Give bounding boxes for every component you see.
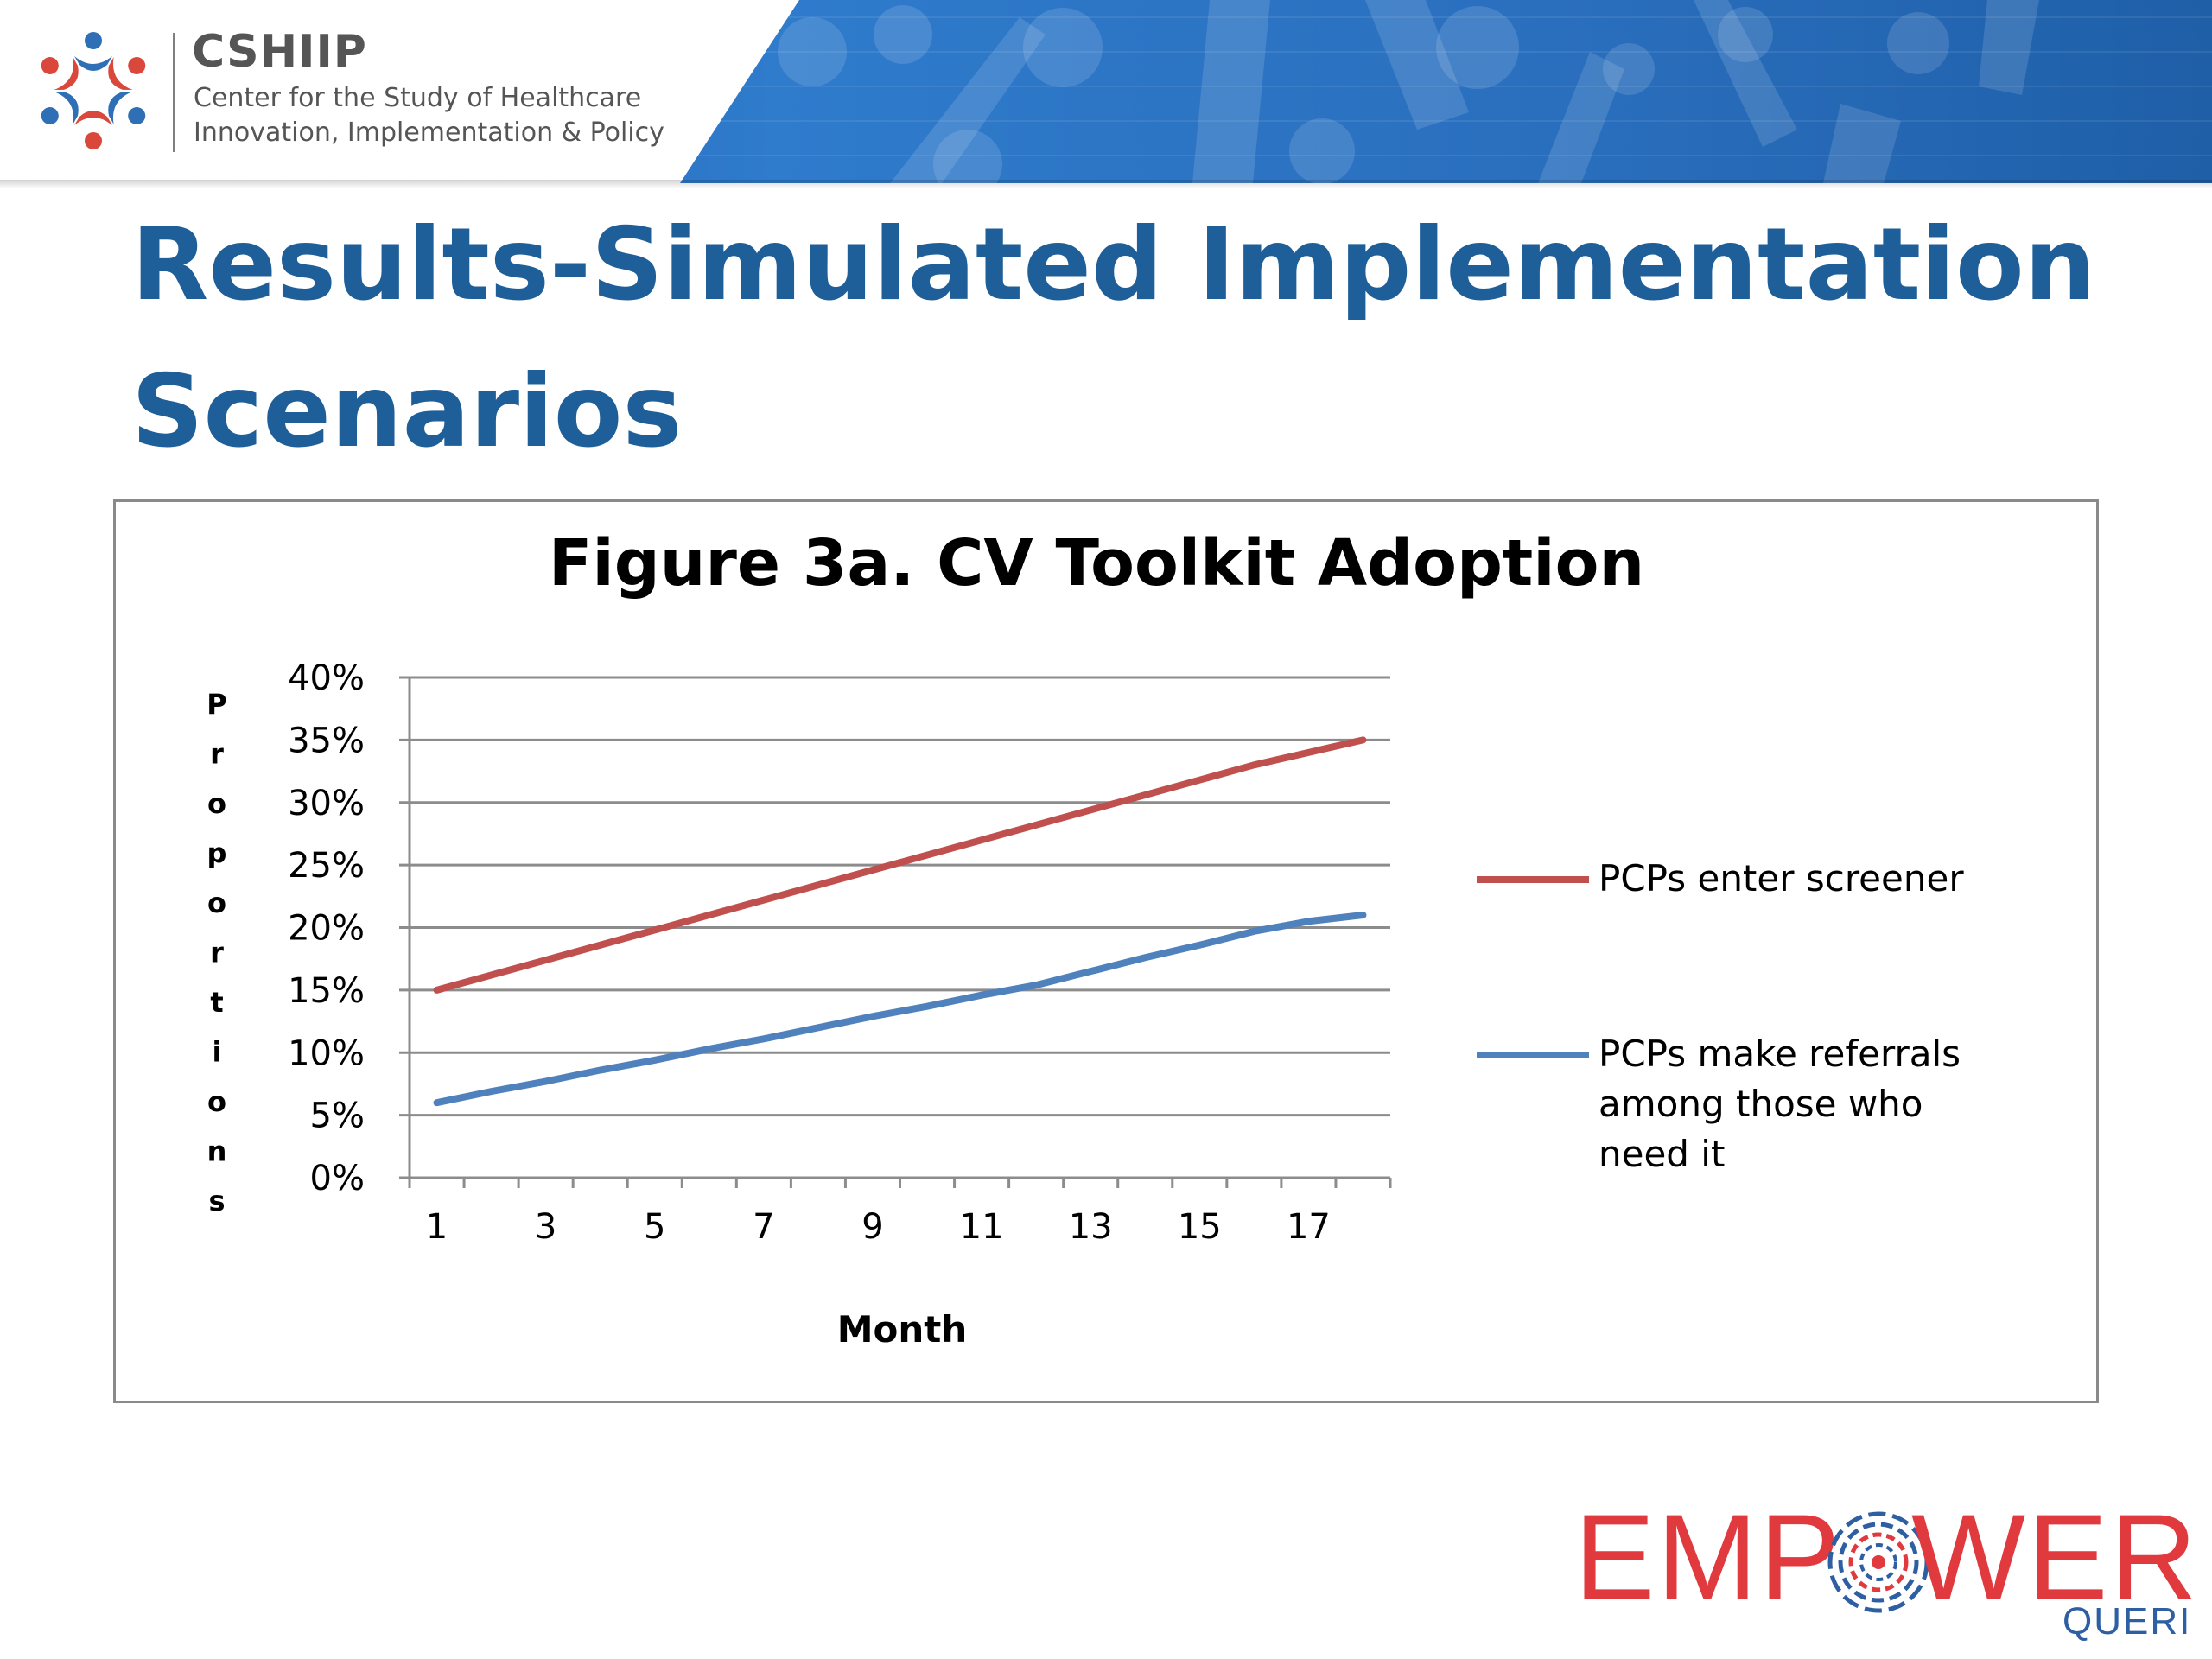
y-axis-label-char: o	[207, 1085, 226, 1118]
header-shadow	[0, 180, 2212, 188]
data-point	[1198, 944, 1200, 946]
y-axis-label-char: i	[213, 1036, 222, 1069]
line-chart: Figure 3a. CV Toolkit Adoption 0%5%10%15…	[207, 526, 1964, 1351]
data-point	[926, 1006, 928, 1007]
data-point	[545, 1081, 547, 1083]
org-name-line1: Center for the Study of Healthcare	[194, 83, 642, 113]
y-axis-label-char: r	[210, 738, 224, 771]
slide-title: Results-Simulated Implementation Scenari…	[131, 207, 2096, 470]
y-tick-label: 40%	[288, 658, 365, 698]
y-axis-label-char: n	[207, 1135, 227, 1168]
x-tick-label: 5	[644, 1207, 665, 1247]
y-axis-label-char: o	[207, 887, 226, 919]
data-point	[817, 884, 819, 886]
data-point	[1307, 752, 1309, 753]
logo-text-left: EMP	[1574, 1489, 1842, 1624]
logo-subtext: QUERI	[2063, 1600, 2192, 1643]
banner-decoration-icon	[691, 0, 2212, 183]
series-line	[433, 912, 1367, 1107]
x-tick-label: 9	[861, 1207, 883, 1247]
data-point	[1090, 970, 1091, 972]
y-axis-label-char: P	[207, 688, 226, 721]
data-point	[545, 959, 547, 961]
data-point	[872, 1015, 874, 1017]
y-axis-label-char: s	[208, 1185, 225, 1217]
data-point	[654, 929, 656, 931]
y-axis-label-char: r	[210, 937, 224, 969]
data-point	[1035, 984, 1037, 986]
legend-label: among those who	[1599, 1083, 1923, 1125]
logo-divider	[173, 33, 175, 152]
empower-queri-logo: EMP WER QUERI	[1574, 1489, 2199, 1643]
data-point	[491, 975, 493, 976]
data-point	[1198, 779, 1200, 781]
cshiip-logo-icon	[41, 32, 146, 149]
chart-title: Figure 3a. CV Toolkit Adoption	[549, 526, 1644, 601]
header-blue-band	[680, 0, 2212, 183]
y-tick-label: 10%	[288, 1033, 365, 1073]
data-point	[1144, 794, 1146, 796]
series-line	[433, 736, 1367, 994]
chart-gridlines	[399, 676, 1390, 1179]
x-tick-label: 15	[1178, 1207, 1222, 1247]
chart-legend: PCPs enter screener PCPs make referrals am…	[1477, 857, 1964, 1175]
x-tick-label: 3	[535, 1207, 556, 1247]
data-point	[872, 869, 874, 871]
x-tick-label: 7	[753, 1207, 774, 1247]
legend-label: PCPs make referrals	[1599, 1033, 1961, 1075]
data-point	[491, 1090, 493, 1092]
org-acronym: CSHIIP	[192, 26, 367, 78]
y-tick-label: 20%	[288, 909, 365, 949]
x-axis-label: Month	[837, 1308, 968, 1351]
y-axis-label-char: p	[207, 837, 227, 870]
data-point	[600, 944, 601, 946]
data-point	[1253, 764, 1255, 766]
chart-axes: 0%5%10%15%20%25%30%35%40%1 3 5 7 9 11 13 15 17	[288, 658, 1392, 1247]
data-point	[1035, 824, 1037, 826]
x-tick-label: 17	[1287, 1207, 1331, 1247]
y-axis-label-char: o	[207, 787, 226, 820]
y-tick-label: 15%	[288, 971, 365, 1011]
legend-label: need it	[1599, 1133, 1725, 1175]
data-point	[763, 899, 765, 901]
data-point	[1144, 957, 1146, 958]
y-tick-label: 5%	[310, 1096, 365, 1136]
y-tick-label: 35%	[288, 721, 365, 760]
header-banner: CSHIIP Center for the Study of Healthcar…	[0, 0, 2212, 183]
y-tick-label: 25%	[288, 846, 365, 886]
data-point	[1307, 920, 1309, 922]
data-point	[817, 1027, 819, 1028]
legend-label: PCPs enter screener	[1599, 857, 1964, 899]
chart-series	[433, 736, 1367, 1107]
data-point	[654, 1059, 656, 1061]
x-tick-label: 1	[426, 1207, 448, 1247]
x-tick-label: 13	[1069, 1207, 1113, 1247]
y-axis-label-char: t	[210, 986, 223, 1019]
y-tick-label: 0%	[310, 1159, 365, 1198]
y-tick-label: 30%	[288, 784, 365, 823]
logo-text-right: WER	[1911, 1489, 2199, 1624]
data-point	[436, 989, 438, 991]
x-tick-label: 11	[960, 1207, 1004, 1247]
chart-container: Figure 3a. CV Toolkit Adoption 0% 5% 10% 15…	[113, 499, 2099, 1403]
data-point	[600, 1070, 601, 1071]
target-ring-icon	[1827, 1511, 1929, 1613]
org-name-line2: Innovation, Implementation & Policy	[194, 118, 664, 148]
